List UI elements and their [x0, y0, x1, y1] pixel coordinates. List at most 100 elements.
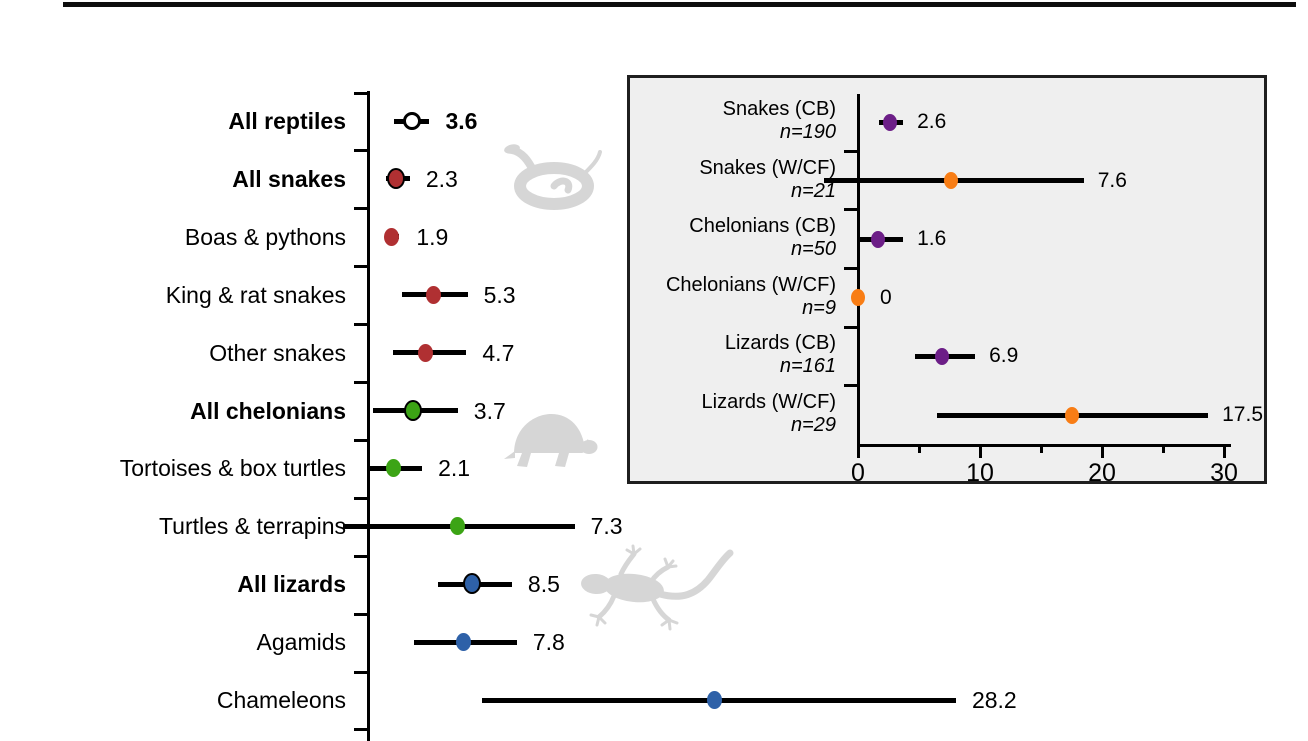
x-axis-minor-tick — [1039, 447, 1043, 453]
value-label: 1.9 — [416, 223, 449, 250]
inset-axis-tick — [844, 267, 858, 270]
value-label: 8.5 — [527, 571, 560, 598]
data-point — [870, 230, 885, 248]
inset-axis-tick — [844, 208, 858, 212]
inset-category-label: Snakes (CB) n=190 — [723, 98, 836, 144]
main-axis-tick — [354, 149, 368, 153]
main-axis-tick — [354, 323, 368, 327]
value-label: 28.2 — [971, 687, 1017, 713]
data-point — [386, 459, 402, 478]
inset-category-name: Chelonians (CB) — [689, 215, 836, 238]
value-label: 0 — [880, 285, 892, 309]
data-point — [707, 691, 723, 709]
category-label: Chameleons — [216, 687, 346, 713]
inset-category-name: Snakes (CB) — [722, 98, 836, 120]
x-axis-tick — [1222, 447, 1226, 458]
inset-category-name: Snakes (W/CF) — [699, 156, 836, 179]
inset-sample-size: n=50 — [790, 238, 836, 261]
value-label: 7.3 — [590, 513, 623, 540]
main-axis-tick — [354, 612, 368, 616]
main-axis-tick — [354, 670, 368, 674]
category-label: All reptiles — [228, 108, 346, 134]
data-point — [943, 172, 958, 190]
x-axis-minor-tick — [917, 447, 921, 453]
main-axis-tick — [354, 91, 368, 95]
x-axis-tick — [856, 447, 860, 458]
inset-sample-size: n=9 — [802, 296, 836, 319]
category-label: Agamids — [256, 629, 346, 656]
category-label: All chelonians — [190, 397, 346, 424]
top-rule — [63, 2, 1296, 7]
inset-category-name: Lizards (CB) — [724, 332, 836, 355]
category-label: All lizards — [237, 571, 346, 598]
x-axis-tick — [978, 447, 982, 458]
value-label: 3.6 — [445, 108, 478, 134]
x-axis-tick — [1100, 447, 1104, 458]
main-axis-tick — [354, 554, 368, 558]
value-label: 7.6 — [1097, 168, 1127, 192]
value-label: 1.6 — [917, 227, 947, 251]
data-point — [851, 289, 865, 307]
inset-axis-tick — [844, 384, 858, 388]
data-point — [1064, 406, 1079, 424]
inset-category-label: Chelonians (W/CF) n=9 — [666, 274, 836, 320]
inset-category-name: Lizards (W/CF) — [701, 391, 836, 413]
data-point — [456, 633, 472, 652]
data-point — [404, 399, 422, 421]
inset-sample-size: n=29 — [790, 414, 836, 436]
main-y-axis — [366, 91, 370, 741]
value-label: 4.7 — [482, 339, 515, 366]
value-label: 3.7 — [473, 397, 506, 424]
inset-x-axis — [856, 444, 1231, 447]
main-axis-tick — [354, 265, 368, 269]
data-point — [463, 573, 482, 595]
value-label: 5.3 — [483, 281, 516, 308]
x-tick-label: 30 — [1210, 459, 1238, 487]
main-axis-tick — [354, 438, 368, 442]
main-axis-tick — [354, 381, 368, 384]
inset-category-label: Lizards (W/CF) n=29 — [702, 391, 836, 437]
data-point — [418, 343, 434, 362]
category-label: All snakes — [232, 165, 346, 192]
inset-axis-tick — [844, 149, 858, 153]
data-point — [425, 285, 441, 304]
data-point — [383, 227, 399, 246]
inset-sample-size: n=190 — [779, 121, 836, 143]
value-label: 2.6 — [917, 110, 947, 133]
category-label: Tortoises & box turtles — [119, 455, 346, 482]
data-point — [882, 113, 897, 131]
inset-y-axis — [856, 94, 860, 447]
value-label: 7.8 — [532, 629, 565, 656]
inset-category-label: Lizards (CB) n=161 — [725, 332, 836, 378]
value-label: 6.9 — [989, 344, 1019, 368]
x-tick-label: 0 — [851, 459, 865, 487]
gecko-silhouette-icon — [581, 544, 734, 631]
x-tick-label: 10 — [966, 459, 994, 487]
inset-sample-size: n=21 — [790, 179, 836, 202]
inset-sample-size: n=161 — [779, 355, 836, 378]
category-label: King & rat snakes — [165, 281, 346, 308]
data-point — [935, 347, 950, 365]
data-point — [386, 167, 405, 189]
inset-category-label: Chelonians (CB) n=50 — [689, 215, 836, 261]
category-label: Boas & pythons — [184, 223, 346, 250]
value-label: 2.1 — [438, 455, 471, 482]
inset-chart: 0 10 20 30 Snakes (CB) n=190 2.6 Snakes (W/CF) n… — [627, 75, 1267, 487]
inset-category-name: Chelonians (W/CF) — [665, 273, 836, 296]
x-axis-minor-tick — [1161, 447, 1165, 453]
data-point — [450, 517, 466, 536]
value-label: 2.3 — [425, 165, 458, 192]
turtle-silhouette-icon — [504, 414, 598, 467]
category-label: Turtles & terrapins — [158, 513, 346, 540]
value-label: 17.5 — [1222, 403, 1263, 426]
main-axis-tick — [354, 496, 368, 500]
main-axis-tick — [354, 728, 368, 732]
category-label: Other snakes — [209, 339, 346, 366]
inset-category-label: Snakes (W/CF) n=21 — [699, 157, 836, 203]
inset-axis-tick — [844, 325, 858, 329]
main-axis-tick — [354, 207, 368, 211]
x-tick-label: 20 — [1088, 459, 1116, 487]
snake-silhouette-icon — [504, 144, 602, 210]
